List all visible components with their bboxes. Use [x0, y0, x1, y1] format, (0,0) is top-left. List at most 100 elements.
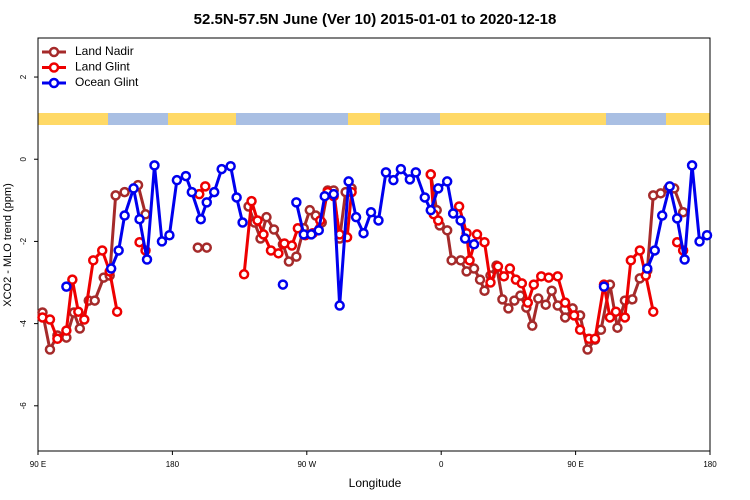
data-point: [574, 324, 586, 336]
data-point: [552, 271, 563, 282]
data-point: [649, 245, 660, 256]
data-point: [598, 281, 610, 292]
data-point: [365, 206, 377, 218]
data-point: [246, 195, 257, 207]
data-point: [464, 255, 475, 266]
data-point: [343, 176, 354, 187]
data-point: [164, 230, 175, 241]
data-point: [522, 297, 534, 308]
data-point: [497, 294, 508, 305]
data-point: [664, 181, 675, 192]
data-point: [171, 174, 183, 186]
y-tick-label: -2: [19, 237, 28, 245]
data-point: [441, 176, 453, 187]
data-point: [446, 255, 457, 266]
data-point: [261, 211, 272, 223]
data-point: [96, 245, 108, 256]
y-tick-label: -6: [19, 402, 28, 410]
data-point: [200, 181, 211, 192]
data-point: [656, 210, 668, 221]
data-point: [528, 279, 540, 290]
data-point: [419, 192, 431, 203]
data-point: [441, 225, 453, 236]
data-point: [468, 263, 480, 274]
data-point: [479, 236, 490, 248]
data-point: [74, 323, 86, 334]
data-point: [231, 192, 242, 203]
data-point: [395, 163, 407, 175]
data-point: [479, 285, 490, 296]
data-point: [642, 263, 653, 274]
data-point: [44, 314, 56, 325]
y-tick-label: 2: [19, 74, 28, 79]
data-point: [504, 263, 516, 274]
x-tick-label: 90 E: [30, 460, 46, 469]
data-point: [515, 290, 526, 301]
data-point: [291, 251, 302, 262]
data-point: [568, 310, 580, 321]
data-point: [589, 333, 601, 345]
legend-marker: [48, 46, 60, 58]
legend-marker: [48, 62, 60, 73]
data-point: [268, 224, 280, 235]
data-point: [543, 272, 554, 283]
map-strip: [38, 113, 710, 125]
data-point: [258, 229, 269, 240]
legend-label: Land Nadir: [75, 44, 134, 58]
data-point: [334, 300, 345, 311]
data-point: [471, 229, 483, 240]
data-point: [627, 294, 638, 305]
data-point: [141, 254, 153, 265]
data-point: [358, 227, 369, 239]
data-point: [468, 239, 480, 250]
data-point: [404, 174, 416, 185]
data-point: [306, 229, 317, 240]
data-point: [110, 190, 121, 201]
data-point: [447, 208, 459, 219]
data-point: [425, 204, 436, 216]
legend-label: Land Glint: [75, 60, 130, 74]
data-point: [540, 299, 551, 310]
data-point: [671, 213, 683, 224]
data-point: [192, 242, 204, 253]
data-point: [559, 312, 571, 323]
data-point: [273, 248, 284, 259]
data-point: [503, 303, 514, 314]
data-point: [655, 188, 666, 199]
data-point: [283, 256, 295, 267]
legend-label: Ocean Glint: [75, 75, 139, 89]
data-point: [237, 217, 248, 228]
data-point: [79, 314, 90, 325]
data-point: [195, 213, 207, 225]
y-tick-label: 0: [19, 156, 28, 161]
data-point: [225, 160, 236, 172]
data-point: [610, 306, 622, 317]
data-point: [432, 215, 444, 226]
data-point: [111, 306, 123, 317]
data-point: [201, 242, 212, 253]
data-point: [286, 240, 298, 251]
data-point: [119, 186, 130, 198]
x-tick-label: 180: [703, 460, 717, 469]
data-point: [388, 174, 399, 186]
data-point: [134, 213, 145, 225]
x-tick-label: 90 E: [567, 460, 583, 469]
data-point: [559, 297, 571, 308]
data-point: [149, 160, 160, 171]
data-point: [208, 186, 220, 198]
data-point: [67, 274, 78, 285]
data-point: [119, 210, 130, 221]
data-point: [252, 215, 263, 226]
data-point: [313, 225, 324, 236]
data-point: [533, 293, 544, 304]
series-line: [42, 174, 685, 342]
data-point: [694, 236, 705, 247]
data-point: [113, 245, 124, 256]
legend-marker: [48, 77, 60, 89]
data-point: [625, 255, 637, 266]
data-point: [52, 333, 63, 345]
y-tick-label: -4: [19, 320, 28, 328]
data-point: [425, 169, 436, 180]
data-point: [156, 236, 168, 247]
